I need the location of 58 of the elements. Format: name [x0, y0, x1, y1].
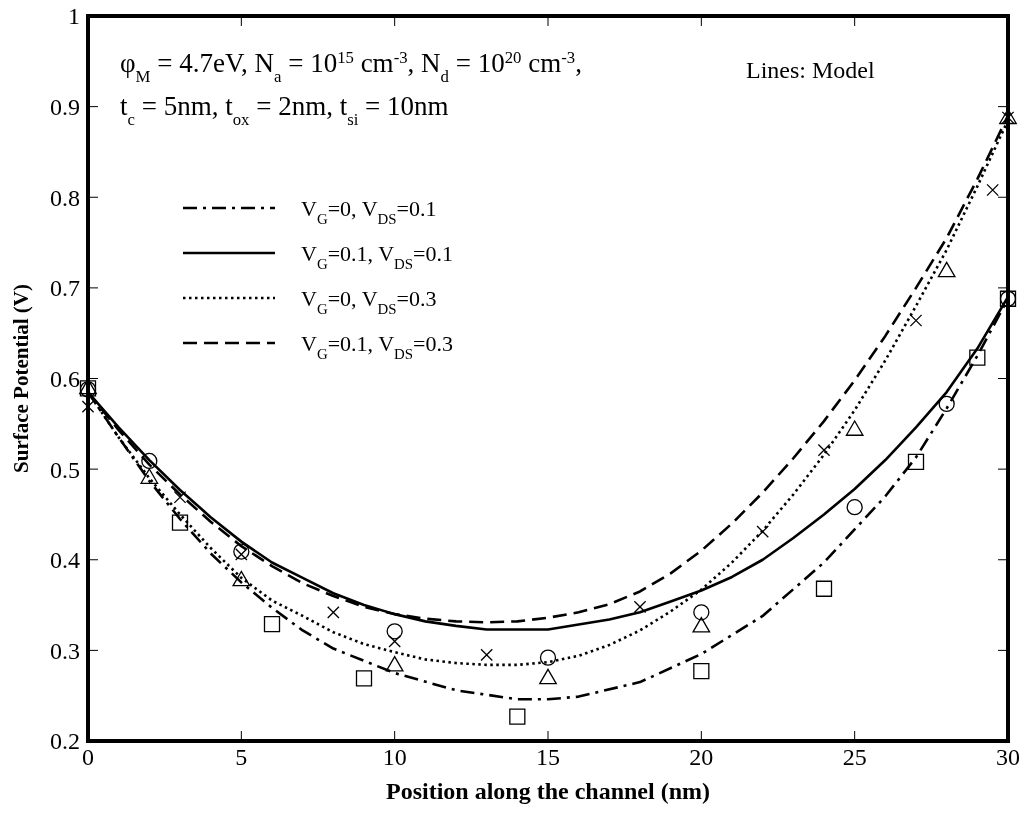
point — [235, 548, 248, 561]
x-axis-title: Position along the channel (nm) — [385, 778, 711, 804]
point — [171, 514, 189, 531]
y-tick-label: 0.4 — [50, 547, 80, 574]
point — [846, 499, 863, 516]
point — [815, 580, 833, 597]
y-tick-label: 0.9 — [50, 94, 80, 121]
annotation: Lines: Model — [746, 57, 875, 83]
point — [232, 570, 251, 587]
legend-label: V$_{G}$=0, V$_{DS}$=0.1 — [301, 195, 437, 227]
y-tick-label: 1 — [68, 3, 80, 30]
point — [355, 670, 373, 687]
point — [173, 490, 187, 504]
point — [509, 708, 526, 725]
point — [81, 400, 95, 413]
x-tick-label: 5 — [235, 744, 248, 770]
y-tick-label: 0.5 — [50, 456, 80, 483]
y-tick-label: 0.3 — [50, 637, 80, 664]
point — [633, 600, 647, 614]
point — [986, 183, 999, 197]
legend-label: V$_{G}$=0.1, V$_{DS}$=0.3 — [301, 330, 453, 362]
point — [327, 606, 340, 619]
point — [938, 395, 955, 413]
point — [233, 543, 250, 560]
x-tick-label: 30 — [996, 744, 1020, 770]
point — [141, 452, 158, 470]
annotation: t$_{c}$ = 5nm, t$_{ox}$ = 2nm, t$_{si}$ = 10nm — [120, 91, 449, 129]
point — [845, 420, 864, 436]
legend-label: V$_{G}$=0.1, V$_{DS}$=0.1 — [301, 240, 453, 272]
point — [386, 623, 403, 640]
point — [693, 604, 710, 621]
y-axis-title: Surface Potential (V) — [9, 284, 33, 473]
text: φ$_{M}$ = 4.7eV, N$_{a}$ = 10$^{15}$ cm$^{-3}$, N$_{d}$ = 10$^{20}$ cm$^{-3}$, — [120, 47, 582, 86]
point — [539, 649, 557, 666]
point — [909, 314, 923, 327]
y-tick-label: 0.7 — [50, 275, 80, 302]
x-tick-label: 0 — [82, 744, 94, 770]
point — [539, 668, 557, 685]
point — [937, 261, 956, 278]
y-tick-label: 0.8 — [50, 184, 80, 211]
point — [907, 453, 925, 471]
point — [969, 349, 986, 366]
point — [817, 443, 831, 457]
x-tick-label: 20 — [689, 744, 714, 770]
legend-label: V$_{G}$=0, V$_{DS}$=0.3 — [301, 285, 437, 317]
y-tick-label: 0.2 — [50, 728, 80, 755]
point — [756, 525, 769, 538]
point — [693, 663, 710, 680]
x-tick-label: 25 — [842, 744, 867, 770]
point — [388, 635, 401, 648]
point — [140, 468, 159, 484]
point — [480, 648, 493, 662]
point — [263, 615, 281, 633]
y-tick-label: 0.6 — [50, 365, 80, 392]
x-tick-label: 15 — [536, 744, 560, 770]
x-tick-label: 10 — [382, 744, 407, 770]
point — [692, 617, 711, 633]
point — [385, 655, 404, 672]
